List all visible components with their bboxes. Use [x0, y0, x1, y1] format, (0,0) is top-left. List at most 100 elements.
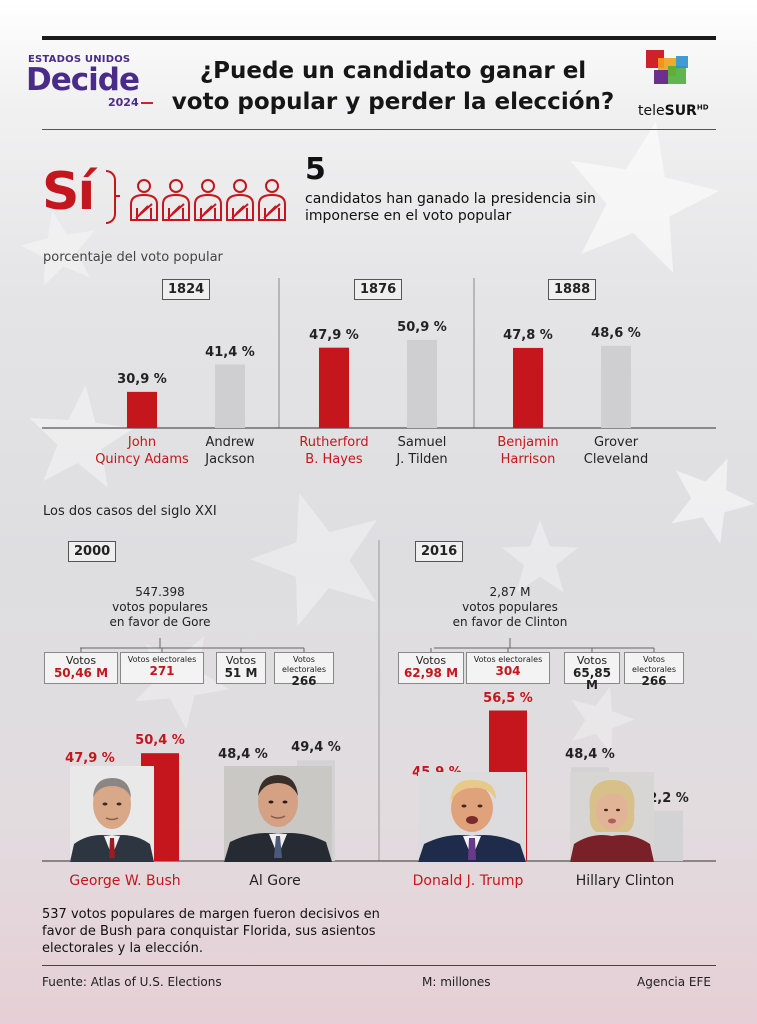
star-shape [20, 210, 95, 287]
people-icons [130, 179, 286, 221]
header-rule [42, 129, 716, 130]
footer-rule [42, 965, 716, 966]
person-icon [194, 179, 222, 221]
popular-margin-line: votos populares [462, 600, 558, 614]
person-icon [130, 179, 158, 221]
footer-source: Fuente: Atlas of U.S. Elections [42, 975, 222, 989]
xxi-section-label: Los dos casos del siglo XXI [43, 504, 217, 519]
bar-value-label: 48,4 % [218, 747, 268, 763]
electoral-votes-value: 271 [149, 664, 175, 678]
logo-wordmark: Decide [26, 62, 140, 98]
votes-label: Votos [65, 654, 97, 667]
bar-value-label: 47,9 % [309, 327, 359, 343]
bar-value-label: 48,4 % [565, 747, 615, 763]
candidate-name-line: Harrison [500, 452, 556, 467]
loser-votes-box: Votos 51 M [216, 652, 266, 684]
network-hd: HD [696, 103, 709, 112]
candidate-name: Rutherford B. Hayes [269, 434, 399, 468]
star-shape [29, 385, 134, 488]
popular-margin-line: votos populares [112, 600, 208, 614]
winner-bar [319, 347, 349, 428]
candidate-name-line: Benjamin [497, 435, 559, 450]
star-shape [671, 458, 755, 544]
candidate-name-line: J. Tilden [396, 452, 448, 467]
votes-value: 50,46 M [53, 666, 109, 680]
loser-candidate-name: Hillary Clinton [575, 873, 675, 889]
network-name-part: tele [638, 103, 665, 119]
candidate-name-line: Jackson [205, 452, 255, 467]
candidate-name-line: Samuel [397, 435, 447, 450]
votes-label: Votos [576, 654, 608, 667]
loser-votes-box: Votos 65,85 M [564, 652, 620, 691]
votes-value: 51 M [224, 666, 258, 680]
bar-value-label: 30,9 % [117, 371, 167, 387]
logo-year: 2024 [108, 96, 153, 109]
star-shape [502, 520, 578, 593]
loser-electoral-box: Votos electorales 266 [624, 652, 684, 687]
popular-margin-line: en favor de Clinton [452, 615, 568, 629]
bar-value-label: 50,4 % [135, 733, 185, 749]
bar-value-label: 41,4 % [205, 344, 255, 360]
top-rule [42, 36, 716, 40]
bar-value-label: 49,4 % [291, 740, 341, 756]
case-year-label: 2016 [415, 541, 464, 562]
network-name-bold: SUR [664, 103, 697, 119]
candidate-name-line: Rutherford [299, 435, 369, 450]
electoral-votes-label: Votos electorales [282, 655, 326, 674]
electoral-votes-label: Votos electorales [473, 655, 543, 664]
candidate-name-line: John [127, 435, 157, 450]
bar-value-label: 48,6 % [591, 325, 641, 341]
electoral-votes-label: Votos electorales [632, 655, 676, 674]
candidate-name: Grover Cleveland [551, 434, 681, 468]
bar-value-label: 47,9 % [65, 750, 115, 766]
brace-icon [106, 170, 120, 224]
loser-bar [215, 364, 245, 428]
votes-value: 62,98 M [403, 666, 459, 680]
star-shape [250, 493, 378, 627]
votes-value: 65,85 M [573, 666, 611, 692]
candidate-name: Benjamin Harrison [463, 434, 593, 468]
logo-subtitle: ESTADOS UNIDOS [28, 54, 131, 65]
electoral-votes-value: 266 [291, 674, 317, 688]
year-label: 1888 [548, 279, 597, 300]
year-label: 1876 [354, 279, 403, 300]
footer-units: M: millones [422, 975, 491, 989]
electoral-votes-value: 304 [495, 664, 521, 678]
candidate-name: John Quincy Adams [77, 434, 207, 468]
winner-bar [513, 347, 543, 428]
historic-chart-label: porcentaje del voto popular [43, 250, 223, 265]
candidate-count: 5 [305, 152, 326, 187]
candidate-name-line: Quincy Adams [95, 452, 189, 467]
bush-photo [70, 766, 154, 862]
telesur-logo-icon [640, 50, 700, 94]
star-shape [571, 686, 635, 754]
winner-candidate-name: George W. Bush [69, 873, 181, 889]
candidate-name-line: Grover [593, 435, 639, 450]
bar-value-label: 56,5 % [483, 690, 533, 706]
person-icon [258, 179, 286, 221]
star-shape [570, 121, 720, 273]
telesur-wordmark: teleSURHD [638, 103, 709, 119]
loser-electoral-box: Votos electorales 266 [274, 652, 334, 688]
candidate-name: Andrew Jackson [165, 434, 295, 468]
loser-bar [407, 339, 437, 428]
clinton-photo [570, 772, 654, 862]
winner-votes-box: Votos 50,46 M [44, 652, 118, 684]
historic-bar-chart [42, 278, 716, 429]
trump-photo [418, 772, 526, 862]
florida-note: 537 votos populares de margen fueron dec… [42, 907, 380, 956]
answer-yes: Sí [42, 162, 95, 222]
bar-value-label: 50,9 % [397, 319, 447, 335]
popular-margin-line: 2,87 M [489, 585, 531, 599]
gore-photo [224, 766, 332, 862]
electoral-votes-label: Votos electorales [127, 655, 197, 664]
case-year-label: 2000 [68, 541, 117, 562]
loser-candidate-name: Al Gore [249, 873, 301, 889]
winner-electoral-box: Votos electorales 271 [120, 652, 204, 684]
page-title: ¿Puede un candidato ganar el voto popula… [171, 58, 615, 115]
popular-margin-line: en favor de Gore [109, 615, 211, 629]
person-icon [226, 179, 254, 221]
person-icon [162, 179, 190, 221]
votes-label: Votos [415, 654, 447, 667]
